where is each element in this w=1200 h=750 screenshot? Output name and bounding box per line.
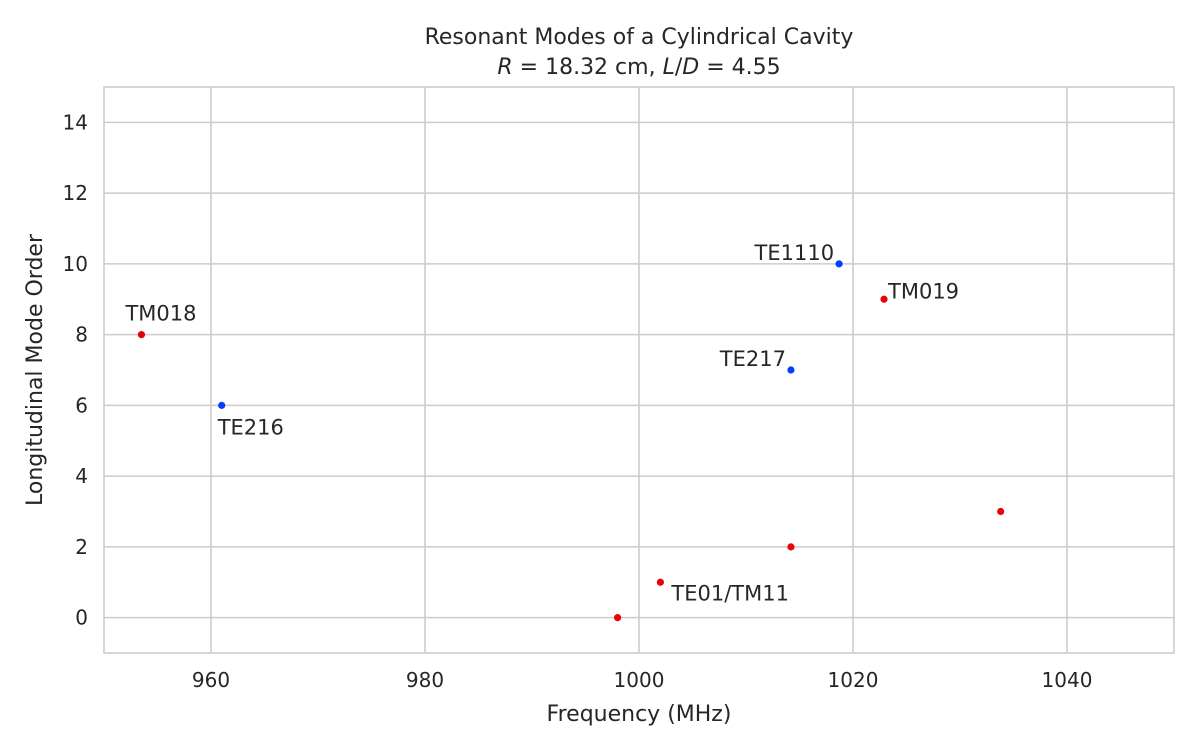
- data-point: [880, 295, 888, 303]
- y-tick-label: 4: [75, 464, 88, 488]
- y-tick-label: 0: [75, 606, 88, 630]
- y-tick-label: 8: [75, 323, 88, 347]
- data-point: [218, 401, 226, 409]
- point-label: TE1110: [754, 241, 835, 265]
- data-point: [787, 543, 795, 551]
- data-point: [137, 331, 146, 339]
- point-label: TE01/TM11: [670, 581, 789, 605]
- y-axis-ticks: 0 2 4 6 8 10 12 14: [63, 110, 88, 629]
- grid: [104, 87, 1174, 653]
- y-tick-label: 2: [75, 535, 88, 559]
- y-tick-label: 14: [63, 110, 88, 134]
- y-tick-label: 6: [75, 393, 88, 417]
- x-tick-label: 1020: [828, 668, 879, 692]
- chart-subtitle: R = 18.32 cm, L/D = 4.55: [497, 55, 780, 80]
- x-tick-label: 960: [192, 668, 230, 692]
- data-point: [835, 260, 843, 268]
- x-axis-label: Frequency (MHz): [547, 702, 732, 727]
- plot-frame: [103, 86, 1175, 654]
- y-tick-label: 12: [63, 181, 88, 205]
- data-point: [614, 614, 622, 622]
- y-tick-label: 10: [63, 252, 88, 276]
- chart-title: Resonant Modes of a Cylindrical Cavity: [425, 25, 854, 50]
- point-label: TE216: [217, 415, 284, 439]
- data-point: [997, 507, 1005, 516]
- x-tick-label: 1000: [614, 668, 665, 692]
- data-points: [137, 260, 1005, 622]
- x-axis-ticks: 960 980 1000 1020 1040: [192, 668, 1093, 692]
- x-tick-label: 1040: [1042, 668, 1093, 692]
- data-point: [656, 578, 665, 586]
- point-labels: TM018 TE216 TE01/TM11 TE217 TE1110 TM019: [124, 241, 959, 605]
- y-axis-label: Longitudinal Mode Order: [23, 233, 48, 506]
- point-label: TM019: [887, 279, 959, 303]
- point-label: TE217: [719, 347, 786, 371]
- point-label: TM018: [124, 302, 196, 326]
- x-tick-label: 980: [406, 668, 444, 692]
- data-point: [787, 366, 795, 374]
